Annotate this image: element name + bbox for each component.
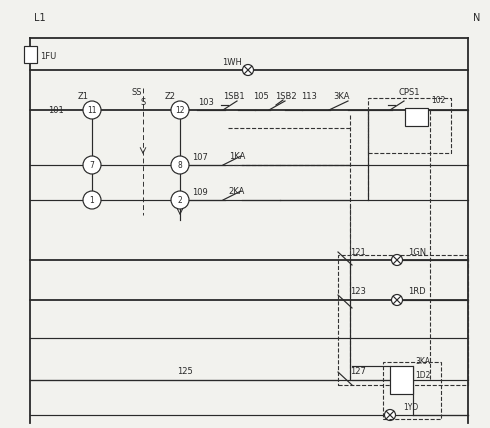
Text: 125: 125: [177, 368, 193, 377]
Text: 2: 2: [178, 196, 182, 205]
Text: S: S: [140, 98, 146, 107]
Text: 1WH: 1WH: [222, 57, 242, 66]
Text: 1SB2: 1SB2: [275, 92, 297, 101]
Text: 103: 103: [198, 98, 214, 107]
Text: 3KA: 3KA: [334, 92, 350, 101]
Text: N: N: [473, 13, 480, 23]
Circle shape: [171, 191, 189, 209]
Text: 1GN: 1GN: [408, 247, 426, 256]
Text: 7: 7: [90, 160, 95, 169]
Bar: [383, 362, 441, 419]
Circle shape: [392, 294, 402, 306]
Text: 1YD: 1YD: [403, 402, 418, 411]
Circle shape: [83, 191, 101, 209]
Circle shape: [83, 156, 101, 174]
Bar: [338, 255, 468, 385]
Text: 127: 127: [350, 368, 366, 377]
Bar: [24, 46, 37, 63]
Text: 121: 121: [350, 247, 366, 256]
Text: 102: 102: [431, 95, 445, 104]
Circle shape: [171, 156, 189, 174]
Text: Z2: Z2: [165, 92, 175, 101]
Text: 109: 109: [192, 187, 208, 196]
Circle shape: [385, 410, 395, 420]
Text: 107: 107: [192, 152, 208, 161]
Text: 1FU: 1FU: [40, 51, 56, 60]
Circle shape: [171, 101, 189, 119]
Text: 2KA: 2KA: [229, 187, 245, 196]
Text: 12: 12: [175, 105, 185, 115]
Text: 3KA: 3KA: [415, 357, 430, 366]
Circle shape: [392, 255, 402, 265]
Circle shape: [83, 101, 101, 119]
Text: Z1: Z1: [77, 92, 89, 101]
Circle shape: [243, 65, 253, 75]
Text: 1SB1: 1SB1: [223, 92, 245, 101]
Text: 8: 8: [178, 160, 182, 169]
Text: 113: 113: [301, 92, 317, 101]
Text: 11: 11: [87, 105, 97, 115]
Text: 1KA: 1KA: [229, 152, 245, 160]
Text: SS: SS: [132, 87, 142, 96]
Text: 101: 101: [48, 105, 64, 115]
Text: 123: 123: [350, 288, 366, 297]
Text: 1RD: 1RD: [408, 288, 426, 297]
Text: L1: L1: [34, 13, 46, 23]
Text: 1D2: 1D2: [415, 371, 430, 380]
Text: 1: 1: [90, 196, 95, 205]
Bar: [405, 108, 428, 126]
Text: CPS1: CPS1: [398, 87, 420, 96]
Bar: [390, 366, 413, 394]
Bar: [368, 98, 451, 153]
Text: 105: 105: [253, 92, 269, 101]
